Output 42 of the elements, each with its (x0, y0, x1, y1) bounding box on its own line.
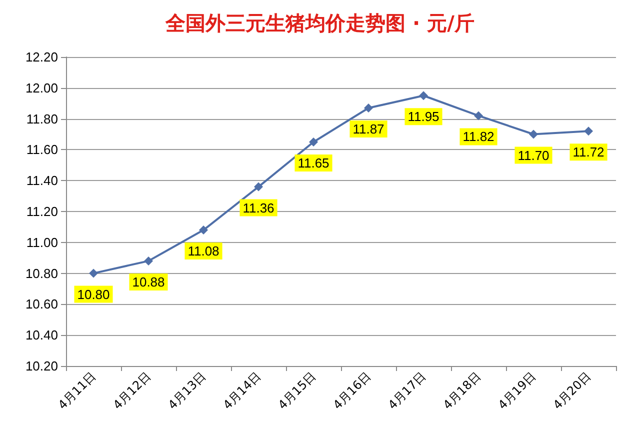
x-tick-label: 4月17日 (385, 369, 428, 412)
data-label: 11.82 (462, 129, 494, 144)
point (199, 226, 208, 235)
y-tick-label: 12.00 (25, 80, 58, 96)
y-tick-label: 10.20 (25, 358, 58, 374)
x-tick-label: 4月19日 (495, 369, 538, 412)
data-label: 11.08 (188, 244, 220, 259)
data-label: 10.88 (132, 274, 165, 290)
data-label: 11.70 (518, 148, 550, 163)
x-tick-label: 4月20日 (550, 369, 594, 412)
x-tick-label: 4月11日 (55, 369, 98, 412)
data-label: 11.72 (572, 144, 604, 160)
data-label: 11.36 (242, 200, 274, 216)
y-tick-label: 11.40 (26, 173, 58, 188)
y-tick-label: 11.00 (26, 234, 58, 250)
y-tick-label: 10.60 (25, 296, 58, 312)
data-label: 11.95 (408, 109, 440, 124)
y-tick-label: 11.20 (26, 204, 58, 219)
y-tick-label: 12.20 (25, 50, 58, 64)
x-tick-label: 4月18日 (440, 369, 484, 412)
point (89, 268, 98, 278)
point (529, 130, 538, 139)
point (364, 103, 373, 112)
y-tick-label: 11.60 (26, 142, 58, 158)
chart-title: 全国外三元生猪均价走势图 · 元/斤 (164, 11, 474, 35)
point (419, 91, 428, 100)
y-tick-label: 11.80 (26, 111, 58, 126)
x-tick-label: 4月14日 (220, 369, 264, 412)
x-tick-label: 4月16日 (330, 369, 374, 412)
point (254, 182, 263, 192)
x-tick-label: 4月13日 (165, 369, 208, 412)
x-tick-label: 4月15日 (275, 369, 318, 412)
data-label: 11.87 (352, 121, 384, 136)
data-label: 10.80 (77, 286, 110, 302)
data-label: 11.65 (298, 155, 330, 170)
point (144, 256, 153, 266)
point (584, 126, 593, 136)
point (309, 137, 318, 146)
x-tick-label: 4月12日 (110, 369, 154, 412)
point (474, 111, 483, 120)
y-tick-label: 10.80 (25, 266, 58, 281)
y-tick-label: 10.40 (25, 328, 58, 343)
